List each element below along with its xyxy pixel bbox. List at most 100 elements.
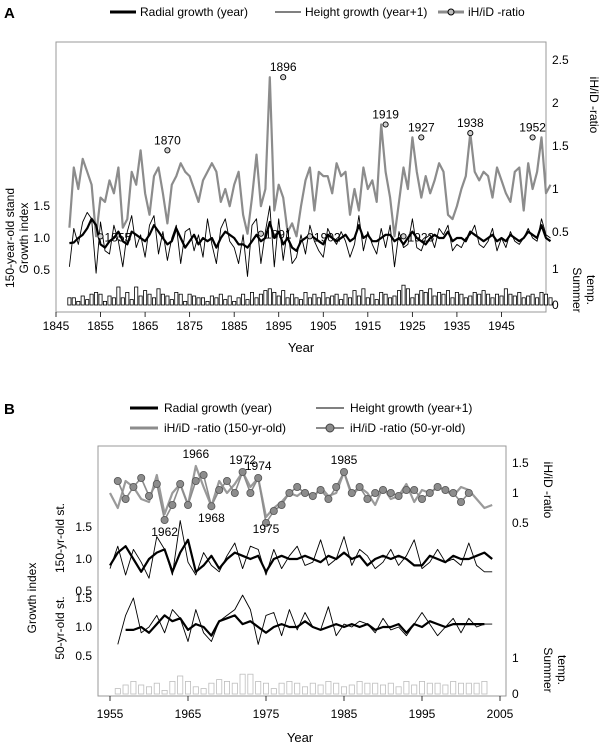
temp-bar bbox=[410, 297, 415, 306]
panel-a-xlabel: Year bbox=[288, 340, 315, 355]
temp-bar bbox=[241, 293, 246, 306]
temp-bar bbox=[227, 295, 232, 306]
x-tick-label: 1985 bbox=[331, 707, 358, 721]
temp-bar bbox=[499, 295, 504, 306]
annotation-marker bbox=[97, 233, 104, 240]
temp-bar bbox=[130, 681, 137, 695]
temp-bar bbox=[526, 295, 531, 306]
x-tick-label: 2005 bbox=[487, 707, 514, 721]
legend-b-ratio50-label: iH/iD -ratio (50-yr-old) bbox=[350, 421, 465, 435]
right-ratio-tick-label: 1 bbox=[512, 486, 519, 500]
right-temp-tick-label: 1 bbox=[512, 651, 519, 665]
annotation-marker bbox=[306, 233, 313, 240]
ratio-50-marker bbox=[394, 491, 403, 500]
temp-bar bbox=[521, 297, 526, 306]
ratio-50-marker bbox=[246, 488, 255, 497]
temp-bar bbox=[418, 681, 425, 695]
temp-bar bbox=[459, 293, 464, 306]
temp-bar bbox=[423, 291, 428, 306]
ratio-50-marker bbox=[285, 488, 294, 497]
temp-bar bbox=[209, 295, 214, 306]
temp-bar bbox=[192, 686, 199, 695]
x-tick-label: 1955 bbox=[97, 707, 124, 721]
temp-bar bbox=[307, 297, 312, 306]
temp-bar bbox=[334, 293, 339, 306]
annotation-label: 1985 bbox=[331, 453, 358, 467]
panel-b-label: B bbox=[4, 401, 15, 418]
temp-bar bbox=[178, 293, 183, 306]
temp-bar bbox=[103, 300, 108, 306]
temp-bar bbox=[434, 682, 441, 695]
ratio-50-marker bbox=[300, 488, 309, 497]
panel-a-ylabel-right-temp-1: Summer bbox=[570, 267, 584, 312]
temp-bar bbox=[161, 690, 168, 695]
ratio-50-marker bbox=[199, 470, 208, 479]
temp-bar bbox=[372, 682, 379, 695]
temp-bar bbox=[165, 295, 170, 306]
annotation-label: 1896 bbox=[270, 60, 297, 74]
temp-bar bbox=[450, 297, 455, 306]
temp-bar bbox=[364, 682, 371, 695]
temp-bar bbox=[356, 681, 363, 695]
ratio-50-marker bbox=[254, 473, 263, 482]
temp-bar bbox=[245, 299, 250, 306]
temp-bar bbox=[169, 681, 176, 695]
temp-bar bbox=[281, 290, 286, 306]
annotation-marker bbox=[257, 230, 264, 237]
panel-a-legend: Radial growth (year) Height growth (year… bbox=[110, 5, 525, 19]
height-growth-line bbox=[68, 205, 551, 277]
temp-bar bbox=[426, 682, 433, 695]
panel-b-ylabel-right-temp-2: temp. bbox=[555, 655, 569, 685]
radial-growth-50-line bbox=[125, 614, 485, 637]
panel-b-axes: 1955 1965 1975 1985 1995 20050.51.01.50.51.01… bbox=[75, 456, 529, 721]
x-tick-label: 1975 bbox=[253, 707, 280, 721]
temp-bar bbox=[312, 293, 317, 306]
legend-a-ratio-marker bbox=[447, 8, 455, 16]
right-temp-tick-label: 0 bbox=[552, 298, 559, 312]
ratio-50-marker bbox=[410, 485, 419, 494]
temp-bar bbox=[517, 291, 522, 306]
temp-bar bbox=[374, 299, 379, 306]
ratio-50-marker bbox=[113, 476, 122, 485]
annotation-marker bbox=[382, 121, 389, 128]
left-y-tick-label: 0.5 bbox=[33, 263, 50, 277]
temp-bar bbox=[379, 291, 384, 306]
ratio-50-marker bbox=[261, 519, 270, 528]
legend-a-ratio-label: iH/iD -ratio bbox=[468, 5, 525, 19]
temp-bar bbox=[450, 681, 457, 695]
temp-bar bbox=[255, 681, 262, 695]
temp-bar bbox=[151, 297, 156, 306]
temp-bar bbox=[294, 682, 301, 695]
temp-bar bbox=[249, 291, 254, 306]
temp-bar bbox=[184, 681, 191, 695]
panel-a-label: A bbox=[4, 5, 15, 22]
ratio-150-line bbox=[109, 464, 493, 519]
temp-bar bbox=[387, 682, 394, 695]
temp-bar bbox=[445, 290, 450, 306]
temp-bar bbox=[174, 291, 179, 306]
annotation-label: 1919 bbox=[372, 108, 399, 122]
temp-bar bbox=[107, 295, 112, 306]
temp-bar bbox=[428, 288, 433, 306]
annotation-label: 1891 bbox=[265, 228, 292, 242]
temp-bar bbox=[114, 688, 121, 695]
temp-bar bbox=[85, 299, 90, 306]
panel-b-ylabel-right-ratio: iH/iD -ratio bbox=[541, 462, 555, 519]
temp-bar bbox=[111, 297, 116, 306]
temp-bar bbox=[156, 288, 161, 306]
temp-bar bbox=[76, 300, 81, 306]
x-tick-label: 1925 bbox=[399, 319, 426, 333]
temp-bar bbox=[395, 686, 402, 695]
temp-bar bbox=[370, 293, 375, 306]
ratio-50-marker bbox=[464, 488, 473, 497]
annotation-marker bbox=[164, 147, 171, 154]
temp-bar bbox=[343, 293, 348, 306]
temp-bar bbox=[457, 682, 464, 695]
temp-bar bbox=[494, 293, 499, 306]
temp-bar bbox=[294, 297, 299, 306]
temp-bar bbox=[298, 299, 303, 306]
temp-bar bbox=[223, 299, 228, 306]
panel-b-legend: Radial growth (year) Height growth (year… bbox=[130, 401, 472, 435]
x-tick-label: 1865 bbox=[132, 319, 159, 333]
